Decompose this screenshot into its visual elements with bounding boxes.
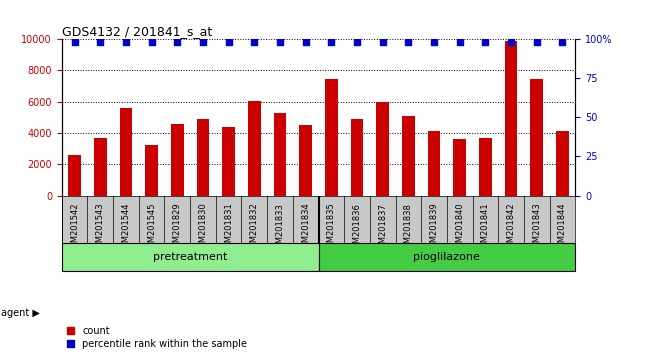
Text: GSM201841: GSM201841 <box>481 202 490 253</box>
Bar <box>504 40 517 196</box>
Point <box>506 39 516 45</box>
Bar <box>68 155 81 196</box>
Bar <box>222 127 235 196</box>
Point <box>121 39 131 45</box>
Bar <box>274 113 287 196</box>
Bar <box>145 145 158 196</box>
Bar <box>556 131 569 196</box>
Legend: count, percentile rank within the sample: count, percentile rank within the sample <box>66 326 247 349</box>
Text: pioglilazone: pioglilazone <box>413 252 480 262</box>
Point <box>480 39 491 45</box>
Text: GSM201842: GSM201842 <box>506 202 515 253</box>
Point <box>326 39 337 45</box>
Text: pretreatment: pretreatment <box>153 252 228 262</box>
Point <box>224 39 234 45</box>
Point <box>403 39 413 45</box>
Text: GSM201545: GSM201545 <box>147 202 156 253</box>
Point <box>249 39 259 45</box>
Bar <box>196 119 209 196</box>
Point <box>95 39 105 45</box>
Bar <box>376 102 389 196</box>
Text: GSM201839: GSM201839 <box>430 202 439 253</box>
Text: GSM201843: GSM201843 <box>532 202 541 253</box>
Text: GSM201832: GSM201832 <box>250 202 259 253</box>
Point <box>378 39 388 45</box>
Bar <box>171 124 184 196</box>
Text: GSM201835: GSM201835 <box>327 202 336 253</box>
Point <box>532 39 542 45</box>
Bar <box>350 119 363 196</box>
Text: GSM201844: GSM201844 <box>558 202 567 253</box>
Bar <box>479 138 492 196</box>
Text: GSM201834: GSM201834 <box>301 202 310 253</box>
Point <box>146 39 157 45</box>
Point <box>172 39 183 45</box>
Point <box>275 39 285 45</box>
Text: GSM201836: GSM201836 <box>352 202 361 253</box>
Point <box>454 39 465 45</box>
Point <box>198 39 208 45</box>
Text: GSM201829: GSM201829 <box>173 202 182 253</box>
Text: GSM201831: GSM201831 <box>224 202 233 253</box>
FancyBboxPatch shape <box>318 242 575 271</box>
Point <box>557 39 567 45</box>
Text: GSM201543: GSM201543 <box>96 202 105 253</box>
Text: GSM201544: GSM201544 <box>122 202 131 253</box>
Text: GDS4132 / 201841_s_at: GDS4132 / 201841_s_at <box>62 25 212 38</box>
Bar <box>248 101 261 196</box>
Text: GSM201833: GSM201833 <box>276 202 285 253</box>
Bar <box>402 116 415 196</box>
Bar <box>120 108 133 196</box>
Bar <box>299 125 312 196</box>
Text: agent ▶: agent ▶ <box>1 308 40 318</box>
Bar <box>530 79 543 196</box>
Bar <box>325 79 338 196</box>
Text: GSM201542: GSM201542 <box>70 202 79 253</box>
Point <box>352 39 362 45</box>
Text: GSM201837: GSM201837 <box>378 202 387 253</box>
Text: GSM201838: GSM201838 <box>404 202 413 253</box>
Bar <box>94 138 107 196</box>
Text: GSM201830: GSM201830 <box>198 202 207 253</box>
Point <box>429 39 439 45</box>
Bar <box>453 139 466 196</box>
FancyBboxPatch shape <box>62 242 318 271</box>
Text: GSM201840: GSM201840 <box>455 202 464 253</box>
Bar <box>428 131 441 196</box>
Point <box>300 39 311 45</box>
Point <box>70 39 80 45</box>
